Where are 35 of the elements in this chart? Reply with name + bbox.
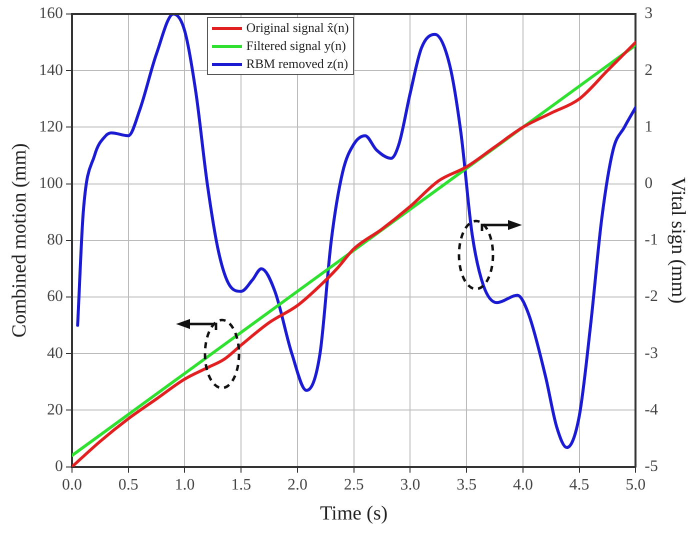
y2-tick-label: -5 bbox=[644, 458, 658, 476]
x-tick-label: 5.0 bbox=[626, 476, 646, 494]
x-tick-label: 2.0 bbox=[287, 476, 308, 494]
y-tick-label: 100 bbox=[39, 175, 63, 192]
legend-label: RBM removed z(n) bbox=[246, 55, 348, 73]
y-tick-label: 160 bbox=[39, 5, 63, 22]
x-tick-label: 3.5 bbox=[456, 476, 477, 494]
x-axis-title: Time (s) bbox=[320, 502, 388, 524]
y2-tick-label: 1 bbox=[644, 118, 653, 136]
y2-tick-label: 2 bbox=[644, 62, 653, 79]
y2-tick-label: -2 bbox=[644, 288, 658, 306]
x-tick-label: 1.0 bbox=[174, 476, 195, 494]
y2-tick-label: -3 bbox=[644, 344, 658, 362]
y2-axis-title: Vital sign (mm) bbox=[666, 177, 689, 304]
x-tick-label: 1.5 bbox=[231, 476, 252, 494]
x-tick-label: 2.5 bbox=[344, 476, 364, 494]
x-tick-label: 0.0 bbox=[62, 476, 82, 494]
y-tick-label: 0 bbox=[55, 458, 63, 476]
y-tick-label: 20 bbox=[47, 401, 63, 418]
x-tick-label: 4.5 bbox=[569, 476, 590, 494]
y-tick-label: 140 bbox=[39, 62, 63, 79]
y-tick-label: 80 bbox=[47, 232, 63, 249]
y-tick-label: 120 bbox=[39, 118, 63, 136]
y2-tick-label: -4 bbox=[644, 401, 658, 418]
legend-label: Filtered signal y(n) bbox=[246, 37, 346, 55]
y-tick-label: 40 bbox=[47, 344, 63, 362]
y-axis-title: Combined motion (mm) bbox=[8, 143, 30, 338]
y-tick-label: 60 bbox=[47, 288, 63, 306]
y2-tick-label: 3 bbox=[644, 5, 653, 22]
x-tick-label: 4.0 bbox=[512, 476, 533, 494]
y2-tick-label: 0 bbox=[644, 175, 653, 192]
y2-tick-label: -1 bbox=[644, 232, 658, 249]
legend-label: Original signal x̂(n) bbox=[246, 19, 349, 37]
x-tick-label: 3.0 bbox=[400, 476, 420, 494]
x-tick-label: 0.5 bbox=[118, 476, 138, 494]
